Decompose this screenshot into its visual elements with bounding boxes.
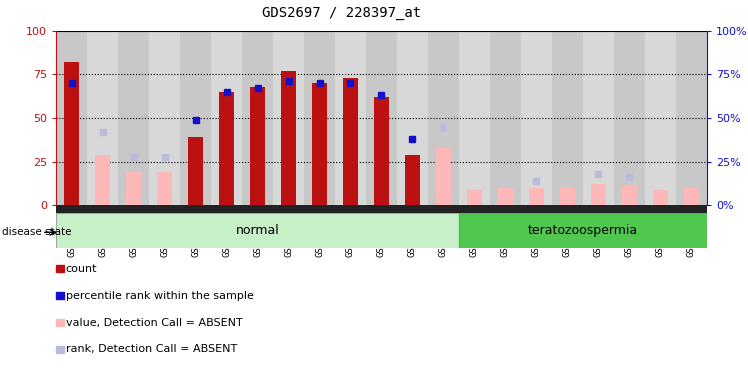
Bar	[250, 87, 266, 205]
Bar	[622, 186, 637, 205]
Bar	[560, 188, 575, 205]
Text: teratozoospermia: teratozoospermia	[528, 224, 638, 237]
Bar	[676, 31, 707, 205]
Bar	[180, 31, 211, 205]
Bar	[459, 213, 707, 248]
Bar	[529, 188, 544, 205]
Bar	[280, 71, 296, 205]
Bar	[428, 31, 459, 205]
Text: count: count	[66, 264, 97, 274]
Bar	[591, 184, 606, 205]
Bar	[149, 31, 180, 205]
Text: value, Detection Call = ABSENT: value, Detection Call = ABSENT	[66, 318, 242, 328]
Bar	[218, 92, 234, 205]
Text: normal: normal	[236, 224, 280, 237]
Bar	[583, 31, 614, 205]
Bar	[64, 62, 79, 205]
Bar	[211, 31, 242, 205]
Bar	[497, 188, 513, 205]
Bar	[521, 31, 552, 205]
Bar	[304, 31, 335, 205]
Bar	[645, 31, 676, 205]
Bar	[56, 213, 459, 248]
Bar	[335, 31, 366, 205]
Bar	[273, 31, 304, 205]
Bar	[157, 172, 172, 205]
Bar	[118, 31, 149, 205]
Bar	[343, 78, 358, 205]
Bar	[459, 31, 490, 205]
Bar	[126, 172, 141, 205]
Bar	[242, 31, 273, 205]
Bar	[188, 137, 203, 205]
Bar	[459, 213, 707, 248]
Bar	[56, 31, 87, 205]
Bar	[374, 97, 389, 205]
Bar	[95, 155, 111, 205]
Bar	[652, 190, 668, 205]
Bar	[684, 188, 699, 205]
Bar	[312, 83, 327, 205]
Text: percentile rank within the sample: percentile rank within the sample	[66, 291, 254, 301]
Bar	[87, 31, 118, 205]
Text: rank, Detection Call = ABSENT: rank, Detection Call = ABSENT	[66, 344, 237, 354]
Bar	[405, 155, 420, 205]
Bar	[490, 31, 521, 205]
Text: disease state: disease state	[2, 227, 72, 237]
Bar	[397, 31, 428, 205]
Bar	[366, 31, 397, 205]
Text: GDS2697 / 228397_at: GDS2697 / 228397_at	[262, 6, 421, 20]
Bar	[467, 190, 482, 205]
Bar	[552, 31, 583, 205]
Bar	[435, 148, 451, 205]
Bar	[56, 213, 459, 248]
Bar	[614, 31, 645, 205]
